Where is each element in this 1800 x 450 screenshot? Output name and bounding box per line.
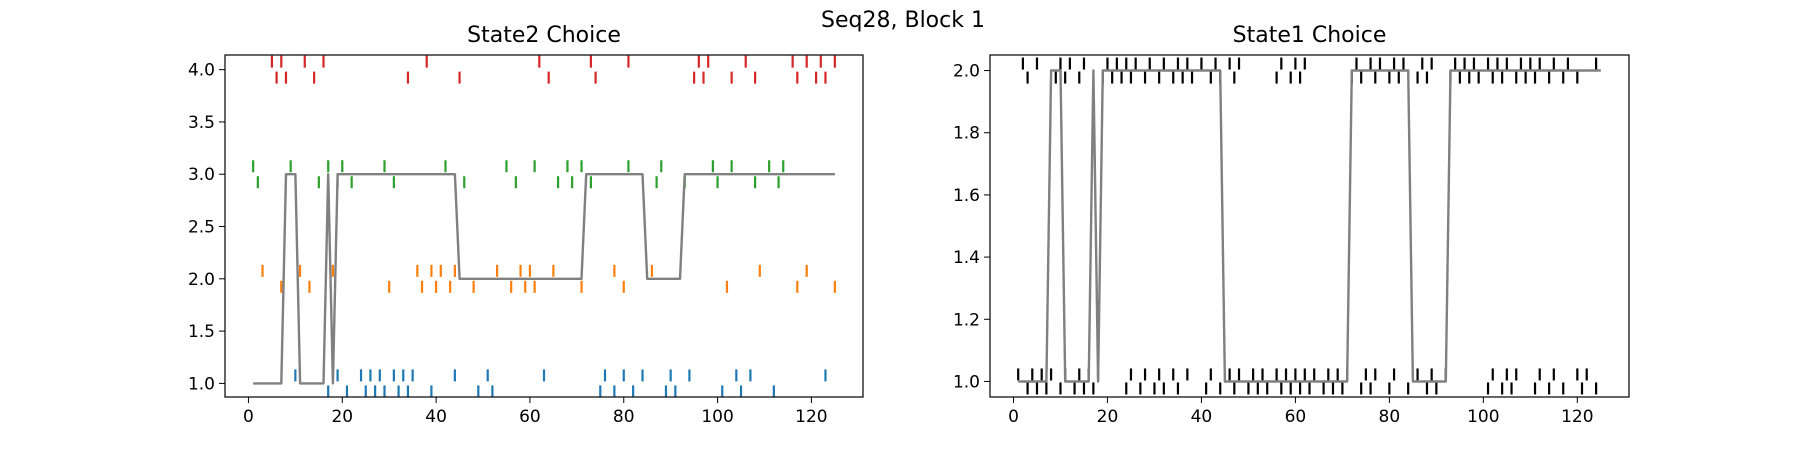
state1-chart-title: State1 Choice <box>1233 23 1387 48</box>
state2-choice-panel: State2 Choice 0 20 40 60 80 100 120 1.0 1.5 2.0 2.5… <box>188 23 864 427</box>
y-tick-label: 2.0 <box>188 270 215 290</box>
x-tick-label: 20 <box>331 407 353 427</box>
state2-chart-title: State2 Choice <box>467 23 621 48</box>
y-tick-label: 1.2 <box>953 310 980 330</box>
y-tick-label: 2.5 <box>188 218 215 238</box>
x-tick-label: 80 <box>613 407 635 427</box>
y-tick-label: 2.0 <box>953 62 980 82</box>
state1-choice-panel: State1 Choice 0 20 40 60 80 100 120 1.0 1.2 1.4 1.6… <box>953 23 1630 427</box>
y-tick-label: 1.8 <box>953 124 980 144</box>
x-tick-label: 100 <box>701 407 733 427</box>
choice-line <box>253 172 835 385</box>
y-tick-label: 1.0 <box>188 374 215 394</box>
y-tick-label: 1.6 <box>953 186 980 206</box>
x-tick-label: 80 <box>1379 407 1401 427</box>
x-tick-label: 0 <box>1008 407 1019 427</box>
x-tick-label: 40 <box>1191 407 1213 427</box>
y-tick-label: 3.5 <box>188 113 215 133</box>
x-tick-label: 60 <box>1285 407 1307 427</box>
x-tick-label: 60 <box>519 407 541 427</box>
y-tick-label: 1.5 <box>188 322 215 342</box>
x-tick-label: 120 <box>795 407 827 427</box>
y-tick-label: 3.0 <box>188 165 215 185</box>
x-tick-label: 0 <box>243 407 254 427</box>
axes-frame <box>224 54 864 398</box>
x-tick-label: 120 <box>1561 407 1593 427</box>
choice-line <box>1018 69 1601 383</box>
x-tick-label: 20 <box>1097 407 1119 427</box>
y-tick-label: 1.4 <box>953 248 980 268</box>
y-tick-label: 4.0 <box>188 61 215 81</box>
x-tick-label: 100 <box>1467 407 1499 427</box>
axes-frame <box>989 54 1630 398</box>
y-tick-label: 1.0 <box>953 372 980 392</box>
figure-suptitle: Seq28, Block 1 <box>821 8 985 33</box>
x-tick-label: 40 <box>425 407 447 427</box>
